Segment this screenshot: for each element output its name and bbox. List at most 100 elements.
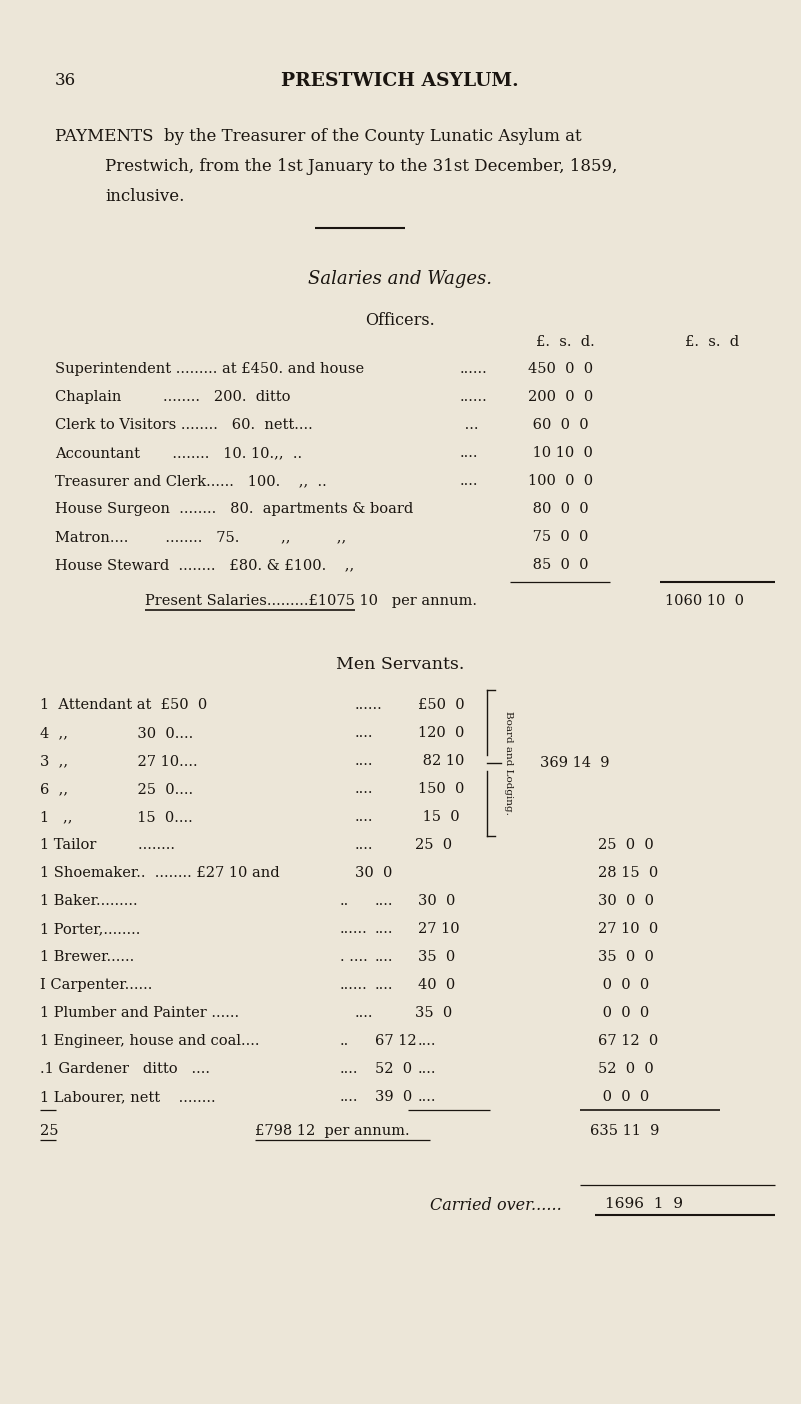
- Text: 120  0: 120 0: [418, 726, 465, 740]
- Text: ....: ....: [355, 782, 373, 796]
- Text: 67 12: 67 12: [375, 1033, 417, 1047]
- Text: 1  Attendant at  £50  0: 1 Attendant at £50 0: [40, 698, 207, 712]
- Text: 1060 10  0: 1060 10 0: [665, 594, 744, 608]
- Text: 1 Shoemaker..  ........ £27 10 and: 1 Shoemaker.. ........ £27 10 and: [40, 866, 280, 880]
- Text: Chaplain         ........   200.  ditto: Chaplain ........ 200. ditto: [55, 390, 291, 404]
- Text: £.  s.  d.: £. s. d.: [536, 336, 595, 350]
- Text: 10 10  0: 10 10 0: [528, 446, 593, 461]
- Text: 40  0: 40 0: [418, 979, 455, 993]
- Text: ....: ....: [375, 922, 393, 936]
- Text: 30  0  0: 30 0 0: [598, 894, 654, 908]
- Text: 1 Brewer......: 1 Brewer......: [40, 951, 135, 965]
- Text: 1 Plumber and Painter ......: 1 Plumber and Painter ......: [40, 1007, 239, 1019]
- Text: 0  0  0: 0 0 0: [598, 979, 650, 993]
- Text: 35  0: 35 0: [418, 951, 455, 965]
- Text: 25: 25: [40, 1125, 58, 1139]
- Text: House Steward  ........   £80. & £100.    ,,: House Steward ........ £80. & £100. ,,: [55, 557, 354, 571]
- Text: .1 Gardener   ditto   ....: .1 Gardener ditto ....: [40, 1061, 210, 1075]
- Text: 67 12  0: 67 12 0: [598, 1033, 658, 1047]
- Text: ....: ....: [375, 979, 393, 993]
- Text: ....: ....: [355, 810, 373, 824]
- Text: 1 Engineer, house and coal....: 1 Engineer, house and coal....: [40, 1033, 260, 1047]
- Text: Matron....        ........   75.         ,,          ,,: Matron.... ........ 75. ,, ,,: [55, 529, 346, 543]
- Text: 150  0: 150 0: [418, 782, 465, 796]
- Text: 25  0: 25 0: [415, 838, 452, 852]
- Text: 36: 36: [55, 72, 76, 88]
- Text: ......: ......: [460, 390, 488, 404]
- Text: 3  ,,               27 10....: 3 ,, 27 10....: [40, 754, 198, 768]
- Text: Salaries and Wages.: Salaries and Wages.: [308, 270, 492, 288]
- Text: 0  0  0: 0 0 0: [598, 1090, 650, 1104]
- Text: 30  0: 30 0: [355, 866, 392, 880]
- Text: Carried over......: Carried over......: [430, 1198, 562, 1214]
- Text: PRESTWICH ASYLUM.: PRESTWICH ASYLUM.: [281, 72, 519, 90]
- Text: I Carpenter......: I Carpenter......: [40, 979, 152, 993]
- Text: ....: ....: [340, 1061, 359, 1075]
- Text: House Surgeon  ........   80.  apartments & board: House Surgeon ........ 80. apartments & …: [55, 503, 413, 517]
- Text: 100  0  0: 100 0 0: [528, 475, 593, 489]
- Text: 60  0  0: 60 0 0: [528, 418, 589, 432]
- Text: 369 14  9: 369 14 9: [540, 755, 610, 769]
- Text: Clerk to Visitors ........   60.  nett....: Clerk to Visitors ........ 60. nett....: [55, 418, 312, 432]
- Text: 27 10: 27 10: [418, 922, 460, 936]
- Text: ....: ....: [375, 894, 393, 908]
- Text: Present Salaries.........£1075 10   per annum.: Present Salaries.........£1075 10 per an…: [145, 594, 477, 608]
- Text: 82 10: 82 10: [418, 754, 465, 768]
- Text: 1   ,,              15  0....: 1 ,, 15 0....: [40, 810, 193, 824]
- Text: Prestwich, from the 1st January to the 31st December, 1859,: Prestwich, from the 1st January to the 3…: [105, 159, 618, 176]
- Text: Treasurer and Clerk......   100.    ,,  ..: Treasurer and Clerk...... 100. ,, ..: [55, 475, 327, 489]
- Text: Superintendent ......... at £450. and house: Superintendent ......... at £450. and ho…: [55, 362, 364, 376]
- Text: ....: ....: [460, 446, 478, 461]
- Text: ......: ......: [340, 979, 368, 993]
- Text: £798 12  per annum.: £798 12 per annum.: [255, 1125, 409, 1139]
- Text: ..: ..: [340, 894, 349, 908]
- Text: 39  0: 39 0: [375, 1090, 413, 1104]
- Text: ...: ...: [460, 418, 478, 432]
- Text: . ....: . ....: [340, 951, 368, 965]
- Text: inclusive.: inclusive.: [105, 188, 184, 205]
- Text: 80  0  0: 80 0 0: [528, 503, 589, 517]
- Text: Officers.: Officers.: [365, 312, 435, 329]
- Text: ....: ....: [340, 1090, 359, 1104]
- Text: 1 Baker.........: 1 Baker.........: [40, 894, 138, 908]
- Text: ......: ......: [355, 698, 383, 712]
- Text: ....: ....: [460, 475, 478, 489]
- Text: 27 10  0: 27 10 0: [598, 922, 658, 936]
- Text: 35  0: 35 0: [415, 1007, 453, 1019]
- Text: Board and Lodging.: Board and Lodging.: [504, 710, 513, 814]
- Text: 635 11  9: 635 11 9: [590, 1125, 659, 1139]
- Text: 4  ,,               30  0....: 4 ,, 30 0....: [40, 726, 193, 740]
- Text: ....: ....: [355, 838, 373, 852]
- Text: ..: ..: [340, 1033, 349, 1047]
- Text: PAYMENTS  by the Treasurer of the County Lunatic Asylum at: PAYMENTS by the Treasurer of the County …: [55, 128, 582, 145]
- Text: ....: ....: [418, 1033, 437, 1047]
- Text: ....: ....: [418, 1061, 437, 1075]
- Text: 28 15  0: 28 15 0: [598, 866, 658, 880]
- Text: 52  0: 52 0: [375, 1061, 413, 1075]
- Text: ....: ....: [418, 1090, 437, 1104]
- Text: 25  0  0: 25 0 0: [598, 838, 654, 852]
- Text: ....: ....: [355, 726, 373, 740]
- Text: 1 Labourer, nett    ........: 1 Labourer, nett ........: [40, 1090, 215, 1104]
- Text: ....: ....: [355, 754, 373, 768]
- Text: Accountant       ........   10. 10.,,  ..: Accountant ........ 10. 10.,, ..: [55, 446, 302, 461]
- Text: 1 Porter,........: 1 Porter,........: [40, 922, 140, 936]
- Text: ....: ....: [375, 951, 393, 965]
- Text: 450  0  0: 450 0 0: [528, 362, 593, 376]
- Text: £.  s.  d: £. s. d: [685, 336, 739, 350]
- Text: ......: ......: [340, 922, 368, 936]
- Text: 1696  1  9: 1696 1 9: [605, 1198, 683, 1212]
- Text: 35  0  0: 35 0 0: [598, 951, 654, 965]
- Text: 75  0  0: 75 0 0: [528, 529, 589, 543]
- Text: 52  0  0: 52 0 0: [598, 1061, 654, 1075]
- Text: 30  0: 30 0: [418, 894, 456, 908]
- Text: 0  0  0: 0 0 0: [598, 1007, 650, 1019]
- Text: 200  0  0: 200 0 0: [528, 390, 594, 404]
- Text: £50  0: £50 0: [418, 698, 465, 712]
- Text: ......: ......: [460, 362, 488, 376]
- Text: 6  ,,               25  0....: 6 ,, 25 0....: [40, 782, 193, 796]
- Text: 15  0: 15 0: [418, 810, 460, 824]
- Text: ....: ....: [355, 1007, 373, 1019]
- Text: Men Servants.: Men Servants.: [336, 656, 465, 673]
- Text: 85  0  0: 85 0 0: [528, 557, 589, 571]
